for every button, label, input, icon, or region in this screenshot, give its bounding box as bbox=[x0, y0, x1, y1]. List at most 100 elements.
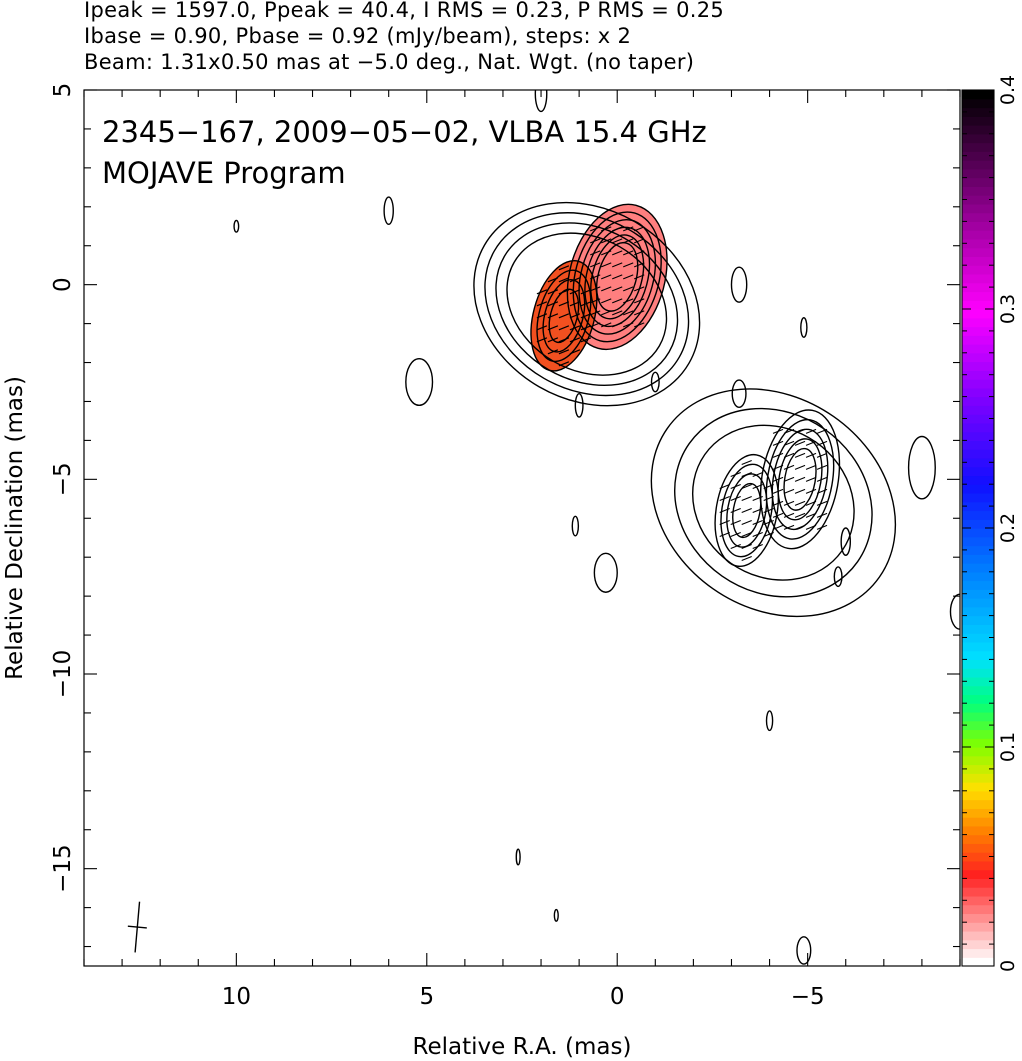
evpa-vector-sw-comp-a bbox=[772, 500, 784, 506]
colorbar-band bbox=[962, 755, 994, 766]
evpa-vector-core bbox=[612, 238, 623, 244]
colorbar-band bbox=[962, 764, 994, 774]
evpa-vector-core bbox=[623, 226, 634, 232]
evpa-vector-knot bbox=[558, 325, 570, 331]
x-axis-label: Relative R.A. (mas) bbox=[413, 1034, 632, 1060]
evpa-vector-core bbox=[590, 262, 601, 268]
colorbar-band bbox=[962, 922, 994, 932]
evpa-vector-sw-comp-a bbox=[794, 476, 806, 482]
evpa-vector-sw-comp-a bbox=[772, 512, 784, 518]
evpa-vector-knot bbox=[569, 313, 581, 319]
evpa-vector-core bbox=[634, 226, 645, 232]
colorbar-band bbox=[962, 379, 994, 389]
beam-minor-axis bbox=[127, 925, 147, 929]
colorbar-band bbox=[962, 90, 994, 100]
colorbar-band bbox=[962, 361, 994, 371]
evpa-vector-sw-comp-b bbox=[741, 507, 752, 513]
colorbar-band bbox=[962, 309, 994, 319]
evpa-vector-core bbox=[634, 274, 645, 280]
noise-contour-11 bbox=[233, 219, 240, 233]
colorbar-band bbox=[962, 510, 994, 520]
evpa-vector-sw-comp-a bbox=[805, 500, 817, 506]
evpa-vector-core bbox=[634, 250, 645, 256]
evpa-vector-sw-comp-b bbox=[741, 531, 752, 537]
evpa-vector-sw-comp-b bbox=[719, 519, 730, 525]
evpa-vector-core bbox=[590, 286, 601, 292]
colorbar-band bbox=[962, 676, 994, 687]
evpa-vector-sw-comp-b bbox=[741, 459, 752, 465]
evpa-vector-core bbox=[634, 310, 645, 316]
noise-contour-1 bbox=[800, 317, 808, 338]
evpa-vector-knot bbox=[580, 289, 592, 295]
colorbar-band bbox=[962, 238, 994, 249]
colorbar-band bbox=[962, 536, 994, 547]
evpa-vector-sw-comp-b bbox=[741, 519, 752, 525]
colorbar-band bbox=[962, 703, 994, 713]
colorbar-band bbox=[962, 256, 994, 266]
evpa-vector-sw-comp-b bbox=[730, 507, 741, 513]
contour-sw-comp-a-3 bbox=[765, 418, 835, 540]
contour-outer-jet-0 bbox=[506, 232, 668, 376]
evpa-vector-sw-comp-a bbox=[794, 488, 806, 494]
evpa-vector-sw-comp-b bbox=[741, 483, 752, 489]
colorbar-tick-label: 0.3 bbox=[997, 294, 1019, 324]
colorbar-band bbox=[962, 939, 994, 950]
colorbar-band bbox=[962, 808, 994, 818]
colorbar-tick-label: 0 bbox=[997, 960, 1019, 972]
evpa-vector-core bbox=[634, 322, 645, 328]
evpa-vector-core bbox=[612, 286, 623, 292]
colorbar-band bbox=[962, 247, 994, 258]
colorbar-band bbox=[962, 273, 994, 284]
evpa-vector-sw-comp-a bbox=[816, 488, 828, 494]
noise-contour-7 bbox=[796, 936, 812, 965]
colorbar-band bbox=[962, 107, 994, 117]
evpa-vector-knot bbox=[558, 313, 570, 319]
evpa-vector-sw-comp-b bbox=[752, 483, 763, 489]
noise-contour-17 bbox=[515, 848, 521, 866]
noise-contour-4 bbox=[840, 527, 852, 556]
evpa-vector-core bbox=[623, 310, 634, 316]
y-tick-label: 0 bbox=[50, 277, 76, 292]
colorbar-band bbox=[962, 142, 994, 152]
contour-knot-0 bbox=[548, 288, 580, 344]
evpa-vector-sw-comp-a bbox=[816, 524, 828, 530]
colorbar-band bbox=[962, 685, 994, 696]
noise-contour-3 bbox=[907, 435, 936, 500]
evpa-vector-knot bbox=[558, 337, 570, 343]
evpa-vector-knot bbox=[547, 289, 559, 295]
evpa-vector-knot bbox=[569, 301, 581, 307]
evpa-vector-sw-comp-a bbox=[783, 440, 795, 446]
noise-contour-9 bbox=[383, 196, 394, 226]
contour-outer-jet-3 bbox=[473, 201, 701, 407]
colorbar-band bbox=[962, 387, 994, 398]
colorbar-band bbox=[962, 475, 994, 485]
colorbar-band bbox=[962, 186, 994, 196]
colorbar-band bbox=[962, 300, 994, 310]
colorbar-band bbox=[962, 422, 994, 433]
colorbar-tick-label: 0.2 bbox=[997, 513, 1019, 543]
colorbar-band bbox=[962, 335, 994, 345]
colorbar-band bbox=[962, 116, 994, 126]
evpa-vector-sw-comp-b bbox=[752, 495, 763, 501]
colorbar-band bbox=[962, 431, 994, 441]
evpa-vector-sw-comp-a bbox=[794, 500, 806, 506]
colorbar-band bbox=[962, 501, 994, 512]
colorbar-band bbox=[962, 650, 994, 660]
evpa-vector-core bbox=[623, 262, 634, 268]
colorbar-band bbox=[962, 589, 994, 599]
evpa-vector-knot bbox=[569, 337, 581, 343]
evpa-vector-knot bbox=[536, 337, 548, 343]
colorbar-band bbox=[962, 212, 994, 222]
contour-outer-jet-2 bbox=[484, 212, 690, 397]
evpa-vector-core bbox=[590, 322, 601, 328]
colorbar-band bbox=[962, 834, 994, 844]
colorbar-band bbox=[962, 492, 994, 503]
colorbar-band bbox=[962, 668, 994, 678]
colorbar-band bbox=[962, 747, 994, 757]
colorbar-band bbox=[962, 370, 994, 380]
contour-core-4 bbox=[572, 211, 662, 343]
evpa-vector-core bbox=[634, 238, 645, 244]
evpa-vector-core bbox=[612, 250, 623, 256]
colorbar-band bbox=[962, 291, 994, 301]
